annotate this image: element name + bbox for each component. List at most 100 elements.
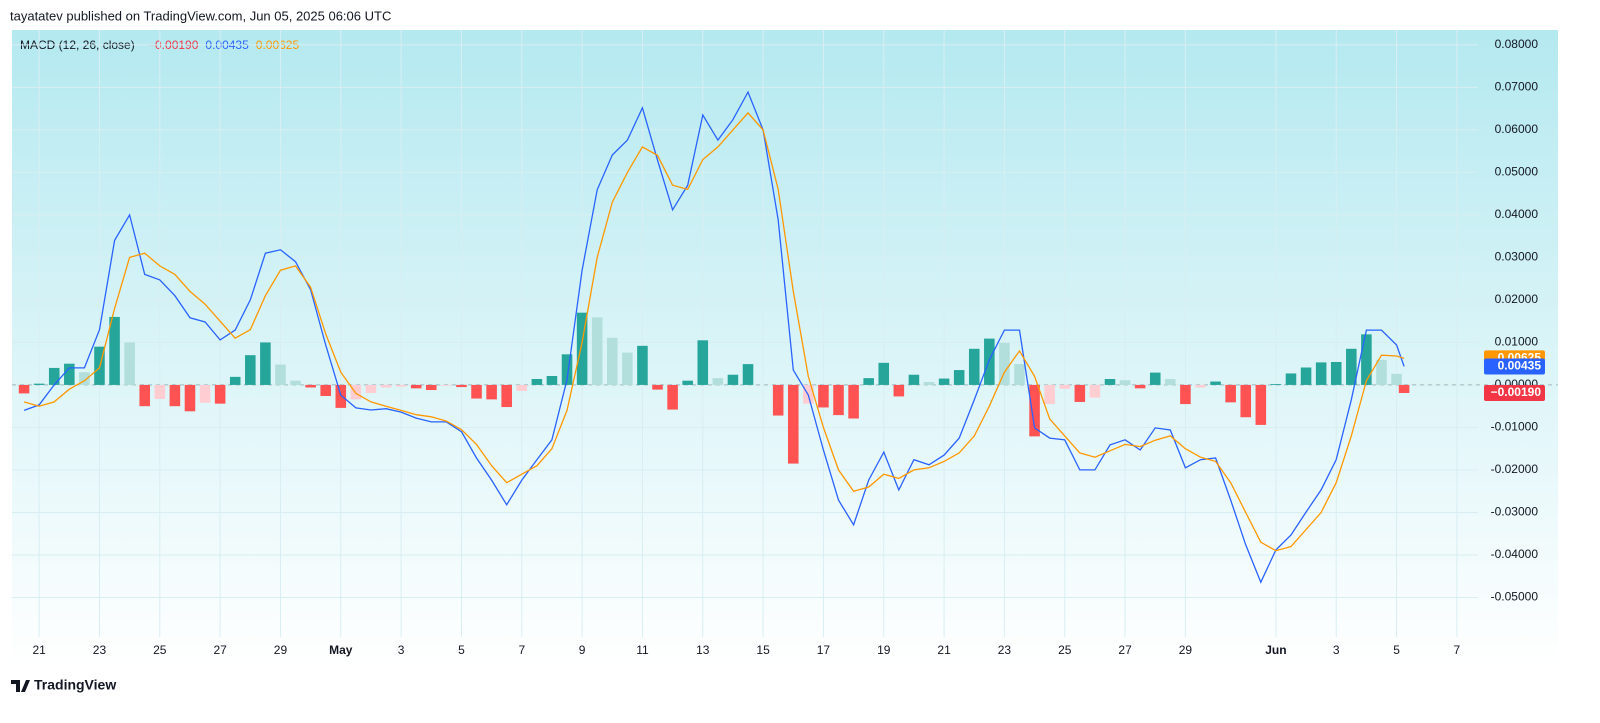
histogram-bar (682, 380, 693, 385)
histogram-bar (124, 342, 135, 385)
histogram-bar (380, 384, 392, 388)
x-tick-label: 19 (877, 643, 891, 657)
x-tick-label: 29 (1179, 643, 1193, 657)
histogram-bar (742, 364, 754, 385)
y-tick-label: 0.06000 (1495, 122, 1539, 136)
histogram-bar (1104, 378, 1116, 385)
histogram-bar (109, 316, 120, 385)
x-tick-label: 13 (696, 643, 710, 657)
histogram-bar (712, 378, 724, 385)
y-tick-label: 0.01000 (1495, 335, 1539, 349)
y-tick-label: 0.05000 (1495, 165, 1539, 179)
histogram-bar (1029, 384, 1040, 437)
histogram-bar (365, 384, 377, 394)
y-tick-label: -0.03000 (1491, 505, 1539, 519)
histogram-bar (818, 384, 829, 408)
histogram-bar (1315, 362, 1327, 385)
histogram-bar (848, 384, 859, 419)
histogram-bar (1346, 348, 1357, 385)
x-tick-label: May (329, 643, 353, 657)
histogram-bar (275, 364, 286, 385)
x-tick-label: 5 (458, 643, 465, 657)
histogram-bar (772, 384, 784, 416)
x-tick-label: 17 (817, 643, 831, 657)
histogram-bar (546, 376, 558, 385)
macd-line (23, 111, 1405, 552)
histogram-bar (335, 384, 347, 408)
histogram-bar (1391, 373, 1402, 385)
x-tick-label: 7 (1454, 643, 1461, 657)
x-tick-label: 25 (153, 643, 167, 657)
badge-box (1484, 358, 1545, 375)
histogram-bar (139, 384, 151, 407)
histogram-bar (591, 317, 603, 385)
x-tick-label: 9 (579, 643, 586, 657)
histogram-bar (1270, 384, 1282, 385)
histogram-bar (938, 378, 950, 385)
x-tick-label: Jun (1265, 643, 1286, 657)
x-tick-label: 27 (1118, 643, 1132, 657)
histogram-bar (214, 384, 226, 404)
histogram-bar (652, 384, 663, 390)
histogram-bar (727, 374, 739, 385)
header: tayatatev published on TradingView.com, … (10, 8, 391, 23)
histogram-bar (1089, 384, 1101, 398)
histogram-bar (1165, 378, 1176, 385)
histogram-bar (48, 367, 60, 385)
histogram-bar (1285, 373, 1297, 385)
histogram-bar (1361, 334, 1372, 385)
histogram-bar (290, 380, 301, 385)
x-tick-label: 3 (398, 643, 405, 657)
histogram-bar (923, 381, 935, 385)
x-tick-label: 25 (1058, 643, 1072, 657)
histogram-bar (441, 384, 452, 386)
histogram-bar (1376, 359, 1387, 385)
footer-logo: TradingView (34, 677, 116, 693)
histogram-bar (787, 384, 799, 464)
histogram-bar (1195, 384, 1206, 388)
y-tick-label: -0.05000 (1491, 590, 1539, 604)
histogram-bar (1044, 384, 1055, 405)
histogram-bar (199, 384, 211, 403)
x-tick-label: 23 (998, 643, 1012, 657)
histogram-bar (1210, 381, 1221, 385)
histogram-bar (908, 374, 920, 385)
histogram-bar (245, 355, 256, 385)
x-tick-label: 5 (1393, 643, 1400, 657)
histogram-bar (1149, 372, 1161, 385)
histogram-bar (1240, 384, 1252, 418)
histogram-bar (33, 383, 45, 385)
histogram-bar (1180, 384, 1191, 405)
plot-background (12, 30, 1558, 666)
badge-label: −0.00190 (1491, 385, 1542, 399)
x-tick-label: 21 (32, 643, 46, 657)
y-tick-label: 0.04000 (1495, 207, 1539, 221)
y-tick-label: 0.02000 (1495, 292, 1539, 306)
histogram-bar (1300, 367, 1312, 385)
histogram-bar (833, 384, 844, 416)
histogram-bar (260, 342, 271, 385)
badge-box (1484, 385, 1545, 402)
histogram-bar (1330, 361, 1342, 385)
x-tick-label: 29 (274, 643, 288, 657)
y-tick-label: 0.08000 (1495, 37, 1539, 51)
histogram-bar (878, 362, 890, 385)
histogram-bar (953, 370, 965, 385)
histogram-bar (1074, 384, 1086, 402)
x-tick-label: 23 (93, 643, 107, 657)
y-tick-label: -0.01000 (1491, 420, 1539, 434)
histogram-bar (184, 384, 196, 412)
x-tick-label: 15 (756, 643, 770, 657)
x-tick-label: 27 (213, 643, 227, 657)
badge-label: 0.00435 (1498, 359, 1542, 373)
logo-icon (11, 680, 30, 692)
histogram-bar (305, 384, 316, 388)
histogram-bar (426, 384, 437, 391)
histogram-bar (984, 338, 995, 385)
histogram-bar (667, 384, 678, 410)
histogram-bar (516, 384, 528, 391)
histogram-bar (320, 384, 331, 396)
histogram-bar (531, 378, 543, 385)
histogram-bar (606, 337, 618, 385)
